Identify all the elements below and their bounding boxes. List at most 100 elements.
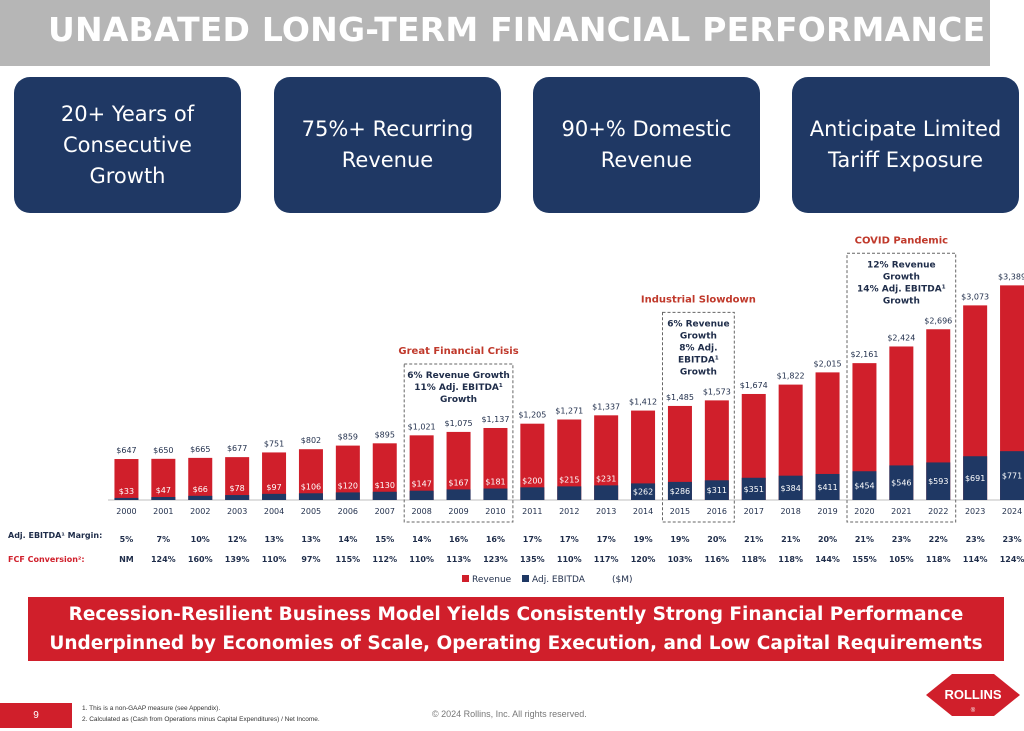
year-tick-label: 2021 <box>891 507 911 516</box>
ebitda-bar <box>741 477 766 500</box>
ebitda-value-label: $215 <box>559 475 579 484</box>
ebitda-value-label: $167 <box>448 478 468 487</box>
ebitda-value-label: $411 <box>817 483 837 492</box>
margin-value: 21% <box>744 535 763 544</box>
annotation-text: Growth <box>680 331 717 341</box>
ebitda-value-label: $130 <box>375 481 395 490</box>
margin-value: 13% <box>264 535 283 544</box>
ebitda-bar <box>852 471 877 500</box>
fcf-conversion-value: 118% <box>778 555 803 564</box>
margin-value: 13% <box>301 535 320 544</box>
revenue-bar <box>225 457 250 500</box>
ebitda-bar <box>335 492 360 500</box>
year-tick-label: 2020 <box>854 507 874 516</box>
fcf-conversion-value: 123% <box>483 555 508 564</box>
margin-value: 7% <box>157 535 171 544</box>
fcf-conversion-value: 97% <box>301 555 320 564</box>
ebitda-bar <box>372 491 397 500</box>
margin-value: 17% <box>597 535 616 544</box>
ebitda-value-label: $231 <box>596 474 616 483</box>
annotation-text: 12% Revenue <box>867 260 936 270</box>
ebitda-value-label: $33 <box>119 487 134 496</box>
revenue-value-label: $2,696 <box>924 316 952 325</box>
ebitda-bar <box>483 488 508 500</box>
legend-label-revenue: Revenue <box>472 575 512 585</box>
highlight-tile-growth: 20+ Years of Consecutive Growth <box>14 77 241 213</box>
highlight-tile-tariff: Anticipate Limited Tariff Exposure <box>792 77 1019 213</box>
year-tick-label: 2007 <box>375 507 395 516</box>
year-tick-label: 2008 <box>411 507 431 516</box>
margin-value: 15% <box>375 535 394 544</box>
highlight-tile-domestic: 90+% Domestic Revenue <box>533 77 760 213</box>
margin-value: 23% <box>966 535 985 544</box>
ebitda-bar <box>262 493 287 500</box>
revenue-value-label: $650 <box>153 446 173 455</box>
year-tick-label: 2010 <box>485 507 505 516</box>
ebitda-bar <box>557 486 582 500</box>
ebitda-bar <box>815 473 840 500</box>
revenue-bar <box>188 457 213 500</box>
ebitda-bar <box>409 490 434 500</box>
annotation-text: 11% Adj. EBITDA¹ <box>414 383 503 393</box>
revenue-value-label: $1,075 <box>445 419 473 428</box>
ebitda-bar <box>963 456 988 500</box>
annotation-text: Growth <box>883 272 920 282</box>
revenue-value-label: $1,137 <box>481 415 509 424</box>
year-tick-label: 2024 <box>1002 507 1022 516</box>
logo-text: ROLLINS <box>944 687 1001 702</box>
margin-value: 17% <box>560 535 579 544</box>
revenue-value-label: $751 <box>264 439 284 448</box>
revenue-value-label: $2,161 <box>850 350 878 359</box>
highlight-tile-recurring: 75%+ Recurring Revenue <box>274 77 501 213</box>
margin-value: 23% <box>892 535 911 544</box>
margin-value: 17% <box>523 535 542 544</box>
revenue-bar <box>1000 285 1024 500</box>
ebitda-value-label: $66 <box>193 485 208 494</box>
year-tick-label: 2023 <box>965 507 985 516</box>
fcf-conversion-value: 155% <box>852 555 877 564</box>
annotation-text: 8% Adj. <box>679 343 717 353</box>
revenue-value-label: $1,271 <box>555 407 583 416</box>
year-tick-label: 2013 <box>596 507 616 516</box>
legend-label-ebitda: Adj. EBITDA <box>532 575 586 585</box>
annotation-text: 14% Adj. EBITDA¹ <box>857 284 946 294</box>
year-tick-label: 2017 <box>744 507 764 516</box>
title-bar: UNABATED LONG-TERM FINANCIAL PERFORMANCE <box>0 0 990 66</box>
margin-value: 20% <box>818 535 837 544</box>
fcf-conversion-value: 116% <box>704 555 729 564</box>
fcf-conversion-value: 110% <box>262 555 287 564</box>
ebitda-value-label: $311 <box>707 486 727 495</box>
banner-line-2: Underpinned by Economies of Scale, Opera… <box>49 633 983 654</box>
fcf-conversion-value: 114% <box>963 555 988 564</box>
margin-value: 5% <box>120 535 134 544</box>
year-tick-label: 2004 <box>264 507 284 516</box>
ebitda-value-label: $384 <box>780 484 800 493</box>
fcf-conversion-value: 124% <box>1000 555 1024 564</box>
ebitda-bar <box>298 493 323 500</box>
year-tick-label: 2016 <box>707 507 727 516</box>
margin-value: 10% <box>191 535 210 544</box>
margin-value: 22% <box>929 535 948 544</box>
fcf-row-label: FCF Conversion²: <box>8 555 85 564</box>
revenue-ebitda-bar-chart: $647 $33 2000 5% NM $650 $47 2001 7% 124% $665 $66 2… <box>8 235 1024 585</box>
year-tick-label: 2002 <box>190 507 210 516</box>
year-tick-label: 2014 <box>633 507 653 516</box>
ebitda-value-label: $97 <box>266 483 281 492</box>
ebitda-value-label: $351 <box>744 485 764 494</box>
annotation-title: Industrial Slowdown <box>641 294 756 305</box>
year-tick-label: 2022 <box>928 507 948 516</box>
margin-value: 14% <box>412 535 431 544</box>
revenue-value-label: $665 <box>190 445 210 454</box>
margin-value: 12% <box>228 535 247 544</box>
annotation-text: 6% Revenue Growth <box>407 371 510 381</box>
fcf-conversion-value: 135% <box>520 555 545 564</box>
fcf-conversion-value: 105% <box>889 555 914 564</box>
margin-row-label: Adj. EBITDA¹ Margin: <box>8 531 102 540</box>
revenue-value-label: $859 <box>338 433 358 442</box>
fcf-conversion-value: 113% <box>446 555 471 564</box>
revenue-value-label: $1,412 <box>629 398 657 407</box>
revenue-value-label: $1,021 <box>408 422 436 431</box>
revenue-bar <box>372 443 397 500</box>
fcf-conversion-value: 124% <box>151 555 176 564</box>
ebitda-value-label: $593 <box>928 477 948 486</box>
